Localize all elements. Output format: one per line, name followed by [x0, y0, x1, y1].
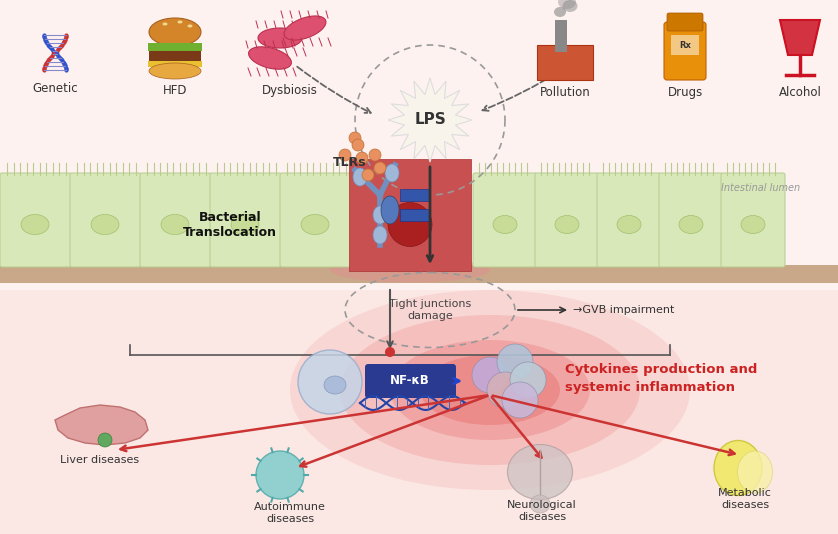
FancyBboxPatch shape — [659, 173, 723, 267]
Bar — [149, 51, 201, 61]
Bar — [671, 35, 699, 55]
Text: LPS: LPS — [414, 113, 446, 128]
Ellipse shape — [149, 18, 201, 46]
Ellipse shape — [679, 216, 703, 233]
Circle shape — [362, 169, 374, 181]
Circle shape — [339, 149, 351, 161]
Circle shape — [472, 357, 508, 393]
Ellipse shape — [21, 215, 49, 234]
Ellipse shape — [562, 0, 577, 12]
Ellipse shape — [558, 0, 576, 9]
Ellipse shape — [324, 376, 346, 394]
Bar — [0, 265, 838, 283]
Ellipse shape — [373, 206, 387, 224]
Ellipse shape — [508, 444, 572, 499]
Ellipse shape — [493, 216, 517, 233]
Ellipse shape — [353, 168, 367, 186]
Text: Metabolic
diseases: Metabolic diseases — [718, 488, 772, 509]
FancyBboxPatch shape — [535, 173, 599, 267]
Ellipse shape — [530, 495, 550, 513]
Circle shape — [497, 344, 533, 380]
Text: NF-κB: NF-κB — [391, 374, 430, 388]
Circle shape — [349, 132, 361, 144]
Ellipse shape — [178, 20, 183, 23]
FancyBboxPatch shape — [0, 173, 71, 267]
Ellipse shape — [737, 451, 773, 493]
Text: Pollution: Pollution — [540, 86, 591, 99]
Circle shape — [502, 382, 538, 418]
Ellipse shape — [340, 315, 640, 465]
FancyBboxPatch shape — [280, 173, 351, 267]
Ellipse shape — [381, 196, 399, 224]
FancyBboxPatch shape — [140, 173, 211, 267]
Ellipse shape — [617, 216, 641, 233]
Ellipse shape — [161, 215, 189, 234]
Bar — [537, 45, 593, 80]
Circle shape — [356, 152, 368, 164]
Circle shape — [256, 451, 304, 499]
FancyBboxPatch shape — [664, 22, 706, 80]
Text: Neurological
diseases: Neurological diseases — [507, 500, 577, 522]
Ellipse shape — [554, 7, 566, 17]
Text: Rx: Rx — [679, 42, 691, 51]
Text: Intestinal lumen: Intestinal lumen — [721, 183, 800, 193]
FancyBboxPatch shape — [70, 173, 141, 267]
Text: HFD: HFD — [163, 84, 187, 97]
Ellipse shape — [231, 215, 259, 234]
FancyBboxPatch shape — [667, 13, 703, 31]
FancyBboxPatch shape — [597, 173, 661, 267]
Ellipse shape — [290, 290, 690, 490]
Text: Drugs: Drugs — [667, 86, 702, 99]
Bar — [555, 20, 567, 52]
Ellipse shape — [258, 28, 302, 48]
Circle shape — [374, 162, 386, 174]
Text: Genetic: Genetic — [32, 82, 78, 95]
Ellipse shape — [741, 216, 765, 233]
Text: Cytokines production and
systemic inflammation: Cytokines production and systemic inflam… — [565, 363, 758, 394]
Ellipse shape — [555, 216, 579, 233]
Ellipse shape — [330, 257, 490, 282]
Text: TLRs: TLRs — [334, 155, 367, 169]
Text: Tight junctions
damage: Tight junctions damage — [389, 299, 471, 321]
Ellipse shape — [420, 355, 560, 425]
Ellipse shape — [373, 226, 387, 244]
Circle shape — [298, 350, 362, 414]
Text: Alcohol: Alcohol — [779, 86, 821, 99]
Text: Dysbiosis: Dysbiosis — [262, 84, 318, 97]
Ellipse shape — [385, 164, 399, 182]
Bar — [0, 0, 838, 290]
FancyBboxPatch shape — [473, 173, 537, 267]
Bar — [148, 43, 202, 51]
Ellipse shape — [163, 22, 168, 26]
Text: →GVB impairment: →GVB impairment — [573, 305, 675, 315]
FancyBboxPatch shape — [349, 159, 471, 271]
Text: Bacterial
Translocation: Bacterial Translocation — [183, 211, 277, 239]
Bar — [400, 209, 430, 221]
Circle shape — [352, 139, 364, 151]
FancyBboxPatch shape — [365, 364, 456, 398]
Ellipse shape — [390, 340, 590, 440]
Text: Liver diseases: Liver diseases — [60, 455, 140, 465]
Circle shape — [385, 347, 395, 357]
Bar — [148, 61, 202, 67]
Text: Autoimmune
diseases: Autoimmune diseases — [254, 502, 326, 524]
Polygon shape — [388, 78, 472, 162]
Ellipse shape — [188, 25, 193, 27]
Circle shape — [487, 372, 523, 408]
Bar — [400, 189, 430, 201]
Circle shape — [98, 433, 112, 447]
Circle shape — [369, 149, 381, 161]
Circle shape — [510, 362, 546, 398]
Polygon shape — [55, 405, 148, 445]
FancyBboxPatch shape — [721, 173, 785, 267]
Ellipse shape — [301, 215, 329, 234]
Ellipse shape — [714, 441, 762, 496]
Circle shape — [388, 202, 432, 247]
Ellipse shape — [91, 215, 119, 234]
Polygon shape — [780, 20, 820, 55]
Ellipse shape — [249, 47, 292, 69]
Ellipse shape — [284, 16, 326, 40]
Ellipse shape — [149, 63, 201, 79]
FancyBboxPatch shape — [210, 173, 281, 267]
